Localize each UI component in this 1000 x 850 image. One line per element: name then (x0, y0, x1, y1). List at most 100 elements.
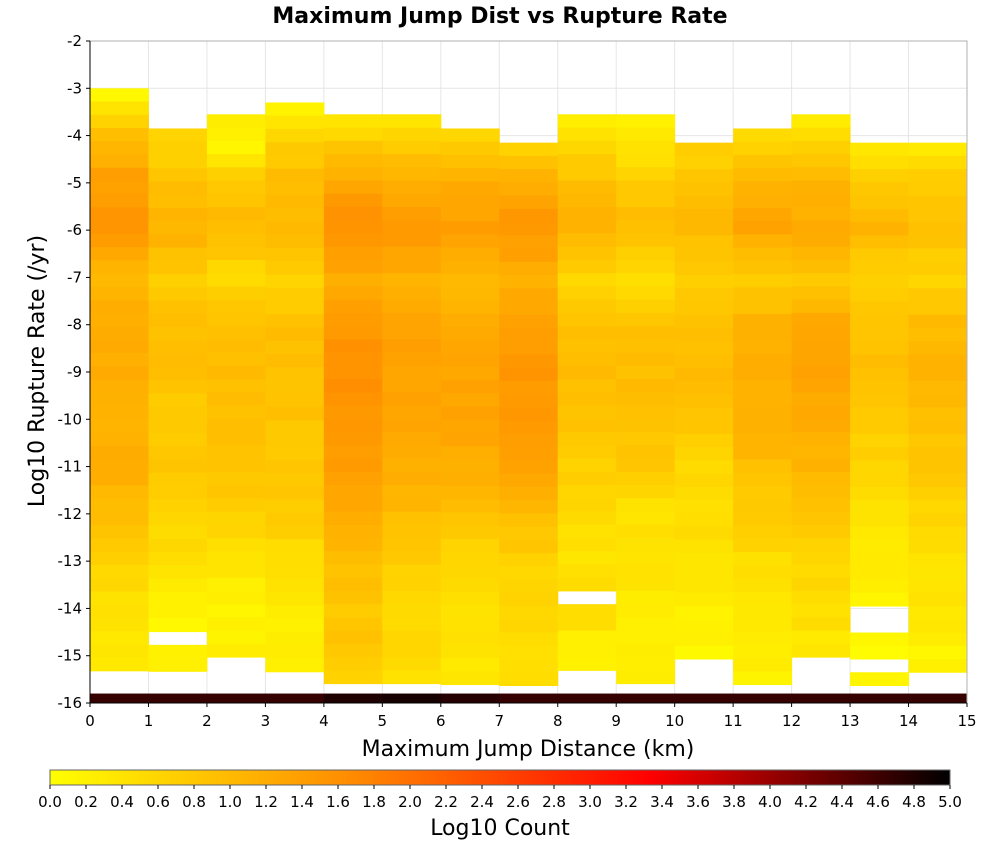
heatmap-cell (733, 207, 793, 222)
heatmap-cell (557, 154, 617, 168)
heatmap-cell (90, 525, 149, 539)
heatmap-cell (908, 394, 968, 408)
heatmap-cell (440, 538, 500, 553)
heatmap-cell (206, 286, 266, 301)
heatmap-cell (382, 127, 442, 142)
heatmap-cell (382, 273, 442, 287)
heatmap-cell (440, 327, 500, 341)
heatmap-cell (674, 460, 734, 475)
heatmap-cell (557, 259, 617, 274)
heatmap-cell (850, 314, 910, 329)
heatmap-cell (674, 222, 734, 236)
y-tick-label: -13 (58, 552, 83, 570)
heatmap-cell (323, 405, 383, 420)
heatmap-cell (440, 671, 500, 686)
heatmap-cell (908, 314, 968, 329)
heatmap-cell (791, 273, 851, 287)
heatmap-cell (674, 275, 734, 289)
colorbar-tick-label: 2.4 (470, 793, 494, 811)
heatmap-cell (850, 447, 910, 461)
heatmap-cell-bottom (440, 693, 500, 703)
heatmap-cell (674, 155, 734, 170)
heatmap-cell (850, 182, 910, 197)
heatmap-cell (674, 235, 734, 250)
heatmap-cell (850, 539, 910, 554)
heatmap-cell (674, 248, 734, 263)
heatmap-cell (733, 432, 793, 447)
heatmap-cell (557, 114, 617, 129)
heatmap-cell (616, 577, 676, 592)
heatmap-cell (616, 379, 676, 393)
heatmap-cell (850, 301, 910, 316)
heatmap-cell (791, 511, 851, 526)
heatmap-cell (733, 234, 793, 249)
heatmap-cell (440, 591, 500, 606)
heatmap-cell (616, 405, 676, 420)
heatmap-cell (908, 182, 968, 197)
heatmap-cell (382, 193, 442, 208)
heatmap-cell (499, 275, 559, 289)
heatmap-cell (850, 341, 910, 356)
heatmap-cell (90, 273, 149, 288)
heatmap-cell (791, 326, 851, 340)
heatmap-cell (616, 432, 676, 446)
heatmap-cell (557, 273, 617, 287)
heatmap-cell (557, 445, 617, 460)
heatmap-cell (674, 314, 734, 329)
heatmap-cell (206, 140, 266, 155)
heatmap-cell (733, 154, 793, 169)
heatmap-cell (323, 485, 383, 499)
heatmap-cell (90, 445, 149, 460)
heatmap-cell (382, 577, 442, 592)
heatmap-cell (440, 459, 500, 474)
heatmap-cell (616, 339, 676, 354)
heatmap-cell (733, 274, 793, 288)
heatmap-cell (265, 618, 325, 633)
heatmap-cell (557, 286, 617, 301)
heatmap-cell (557, 657, 617, 671)
heatmap-cell (674, 394, 734, 408)
heatmap-cell (499, 433, 559, 448)
heatmap-cell (206, 127, 266, 142)
heatmap-cell (440, 274, 500, 288)
heatmap-cell (908, 261, 968, 276)
heatmap-cell (557, 193, 617, 208)
heatmap-cell (791, 590, 851, 605)
heatmap-cell-bottom (908, 693, 968, 703)
heatmap-cell (733, 499, 793, 513)
heatmap-cell (674, 553, 734, 567)
colorbar-tick-label: 2.0 (398, 793, 422, 811)
heatmap-cell (908, 275, 968, 289)
heatmap-cell (616, 657, 676, 671)
heatmap-cell (499, 380, 559, 395)
heatmap-cell (440, 393, 500, 408)
heatmap-cell (440, 234, 500, 249)
heatmap-cell (265, 128, 325, 143)
heatmap-cell (733, 221, 793, 235)
heatmap-cell (382, 220, 442, 234)
heatmap-cell (90, 551, 149, 566)
heatmap-cell (323, 167, 383, 181)
heatmap-cell (733, 181, 793, 196)
y-tick-label: -7 (67, 268, 82, 286)
heatmap-cell (557, 418, 617, 433)
heatmap-cell (791, 485, 851, 499)
heatmap-cell (90, 353, 149, 367)
heatmap-cell (791, 405, 851, 420)
heatmap-cell (148, 340, 208, 355)
heatmap-cell (791, 617, 851, 632)
heatmap-cell (265, 645, 325, 660)
y-tick-label: -15 (58, 647, 83, 665)
y-tick-label: -14 (58, 599, 83, 617)
colorbar-tick-label: 1.8 (362, 793, 386, 811)
heatmap-cell (499, 261, 559, 276)
colorbar-gradient (49, 769, 951, 786)
y-axis-ticks: -2 -3 -4 -5 -6 -7 -8 -9 -10 -11 -12 -13 -14 -15 -16 (58, 32, 90, 712)
heatmap-cell (674, 539, 734, 554)
heatmap-cell (674, 407, 734, 422)
heatmap-cell (616, 206, 676, 221)
heatmap-cell (791, 114, 851, 129)
heatmap-cell-bottom (206, 693, 266, 703)
heatmap-cell (674, 208, 734, 223)
